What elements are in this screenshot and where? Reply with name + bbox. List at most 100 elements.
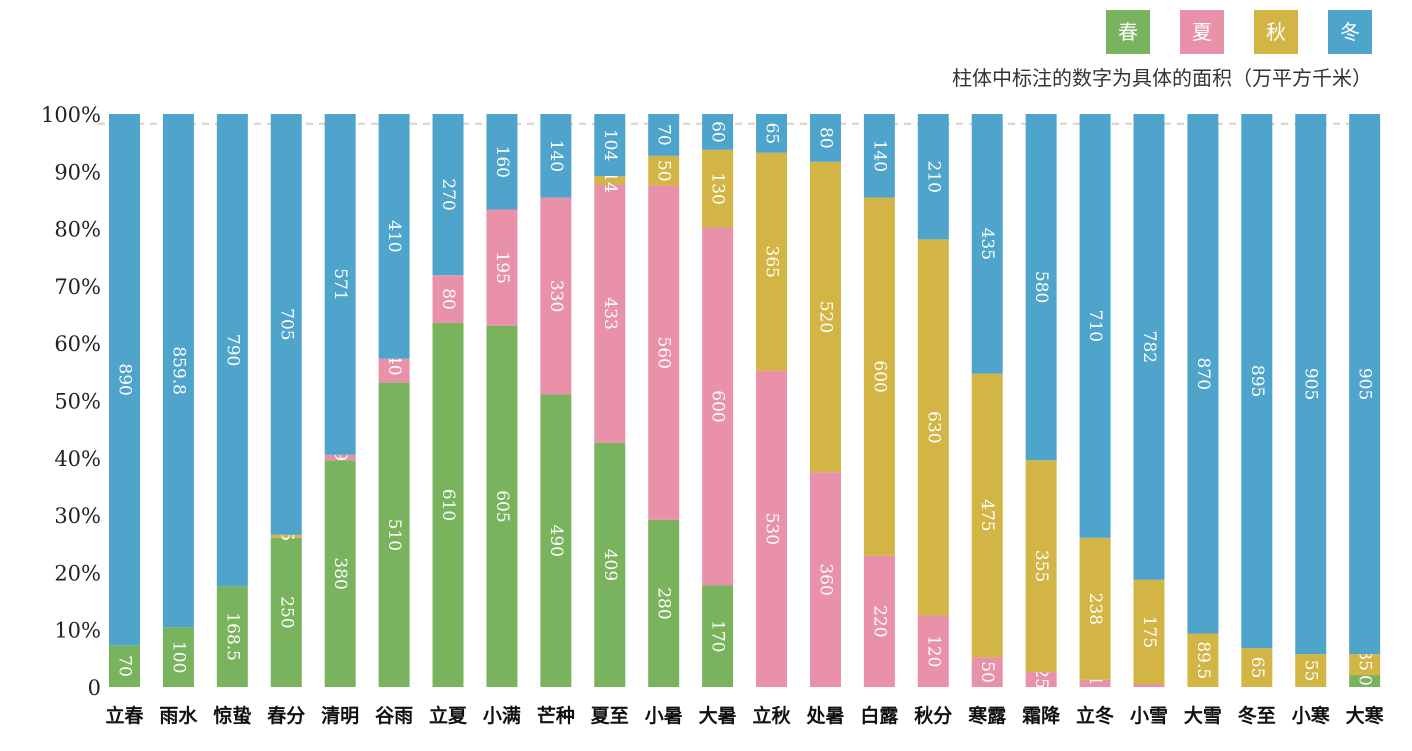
x-category-label: 秋分 xyxy=(914,704,952,727)
data-label: 170 xyxy=(708,620,728,652)
bar-segment xyxy=(917,615,949,687)
data-label: 55 xyxy=(1301,660,1321,682)
bar-segment xyxy=(432,114,464,276)
y-tick-label: 70% xyxy=(54,275,101,299)
bar-segment xyxy=(971,114,1003,374)
x-category-label: 春分 xyxy=(267,704,305,727)
bar-segment xyxy=(324,460,356,687)
bar-segment xyxy=(809,472,841,687)
x-category-label: 冬至 xyxy=(1238,704,1276,727)
data-label: 360 xyxy=(815,563,835,595)
bar-segment xyxy=(270,537,302,687)
bar-segment xyxy=(809,114,841,162)
data-label: 12 xyxy=(1085,675,1105,697)
bar-segment xyxy=(971,373,1003,658)
bar-segment xyxy=(702,149,734,228)
data-label: 195 xyxy=(492,251,512,283)
data-label: 70 xyxy=(654,124,674,146)
x-category-label: 芒种 xyxy=(537,704,575,727)
data-label: 790 xyxy=(222,334,242,366)
bar-segment xyxy=(486,114,518,210)
bar-segment xyxy=(1025,672,1057,687)
data-label: 120 xyxy=(923,635,943,667)
chart-note: 柱体中标注的数字为具体的面积（万平方千米） xyxy=(952,66,1372,90)
bar-segment xyxy=(378,358,410,383)
data-label: 270 xyxy=(438,178,458,210)
bar-segment xyxy=(1295,654,1327,687)
legend-item: 春 xyxy=(1106,10,1150,54)
data-label: 365 xyxy=(762,246,782,278)
bar-segment xyxy=(971,657,1003,687)
bar-segment xyxy=(1187,114,1219,634)
data-label: 160 xyxy=(492,146,512,178)
x-category-label: 小寒 xyxy=(1292,704,1330,727)
bar-segment xyxy=(109,645,140,687)
bar-segment xyxy=(594,442,626,687)
bar-segment xyxy=(702,585,734,687)
bar-segment xyxy=(162,627,194,687)
data-label: 60 xyxy=(708,121,728,143)
data-label: 130 xyxy=(708,172,728,204)
y-tick-label: 30% xyxy=(54,504,101,528)
bar-segment xyxy=(486,209,518,326)
bar-segment xyxy=(1349,654,1381,676)
x-category-label: 寒露 xyxy=(968,704,1007,727)
data-label: 250 xyxy=(276,596,296,628)
bar-segment xyxy=(917,239,949,616)
x-category-label: 清明 xyxy=(321,704,359,727)
data-label: 380 xyxy=(330,557,350,589)
legend-item: 秋 xyxy=(1254,10,1298,54)
bar-segment xyxy=(486,325,518,687)
data-label: 490 xyxy=(546,525,566,557)
data-label: 560 xyxy=(654,337,674,369)
data-label: 530 xyxy=(762,513,782,545)
data-label: 605 xyxy=(492,490,512,522)
y-tick-label: 20% xyxy=(54,561,101,585)
bar-segment xyxy=(1133,684,1165,687)
data-label: 100 xyxy=(168,641,188,673)
data-label: 705 xyxy=(276,308,296,340)
bar-segment xyxy=(1025,114,1057,461)
x-category-label: 小雪 xyxy=(1130,705,1168,727)
x-category-label: 雨水 xyxy=(159,705,198,727)
bar-segment xyxy=(863,555,895,687)
x-category-label: 立夏 xyxy=(429,704,468,727)
bar-segment xyxy=(756,152,788,371)
bar-segment xyxy=(540,197,572,395)
x-category-label: 惊蛰 xyxy=(213,704,251,727)
bar-segment xyxy=(378,382,410,687)
data-label: 580 xyxy=(1031,271,1051,303)
x-category-label: 处暑 xyxy=(805,704,844,727)
bar-segment xyxy=(809,161,841,473)
data-label: 80 xyxy=(815,127,835,149)
data-label: 35 xyxy=(1355,649,1375,671)
y-tick-label: 60% xyxy=(54,332,101,356)
bar-segment xyxy=(270,534,302,538)
bar-segment xyxy=(648,185,680,520)
data-label: 520 xyxy=(815,301,835,333)
data-label: 410 xyxy=(384,220,404,252)
bar-segment xyxy=(648,155,680,186)
data-label: 710 xyxy=(1085,310,1105,342)
data-label: 80 xyxy=(438,288,458,310)
legend: 春夏秋冬 xyxy=(1106,10,1372,54)
data-label: 859.8 xyxy=(168,346,188,395)
data-label: 238 xyxy=(1085,593,1105,625)
data-label: 210 xyxy=(923,160,943,192)
x-category-label: 霜降 xyxy=(1021,704,1061,727)
bar-segment xyxy=(540,114,572,198)
y-tick-label: 80% xyxy=(54,218,101,242)
bar-segment xyxy=(1133,579,1165,685)
data-label: 140 xyxy=(869,140,889,172)
bar-segment xyxy=(162,114,194,628)
bar-segment xyxy=(270,114,302,535)
bar-segment xyxy=(1349,114,1381,655)
bar-segment xyxy=(702,114,734,150)
data-label: 475 xyxy=(977,499,997,531)
bar-segment xyxy=(1025,460,1057,673)
bar-segment xyxy=(432,275,464,323)
bar-segment xyxy=(648,114,680,156)
data-label: 630 xyxy=(923,411,943,443)
bar-segment xyxy=(109,114,140,646)
